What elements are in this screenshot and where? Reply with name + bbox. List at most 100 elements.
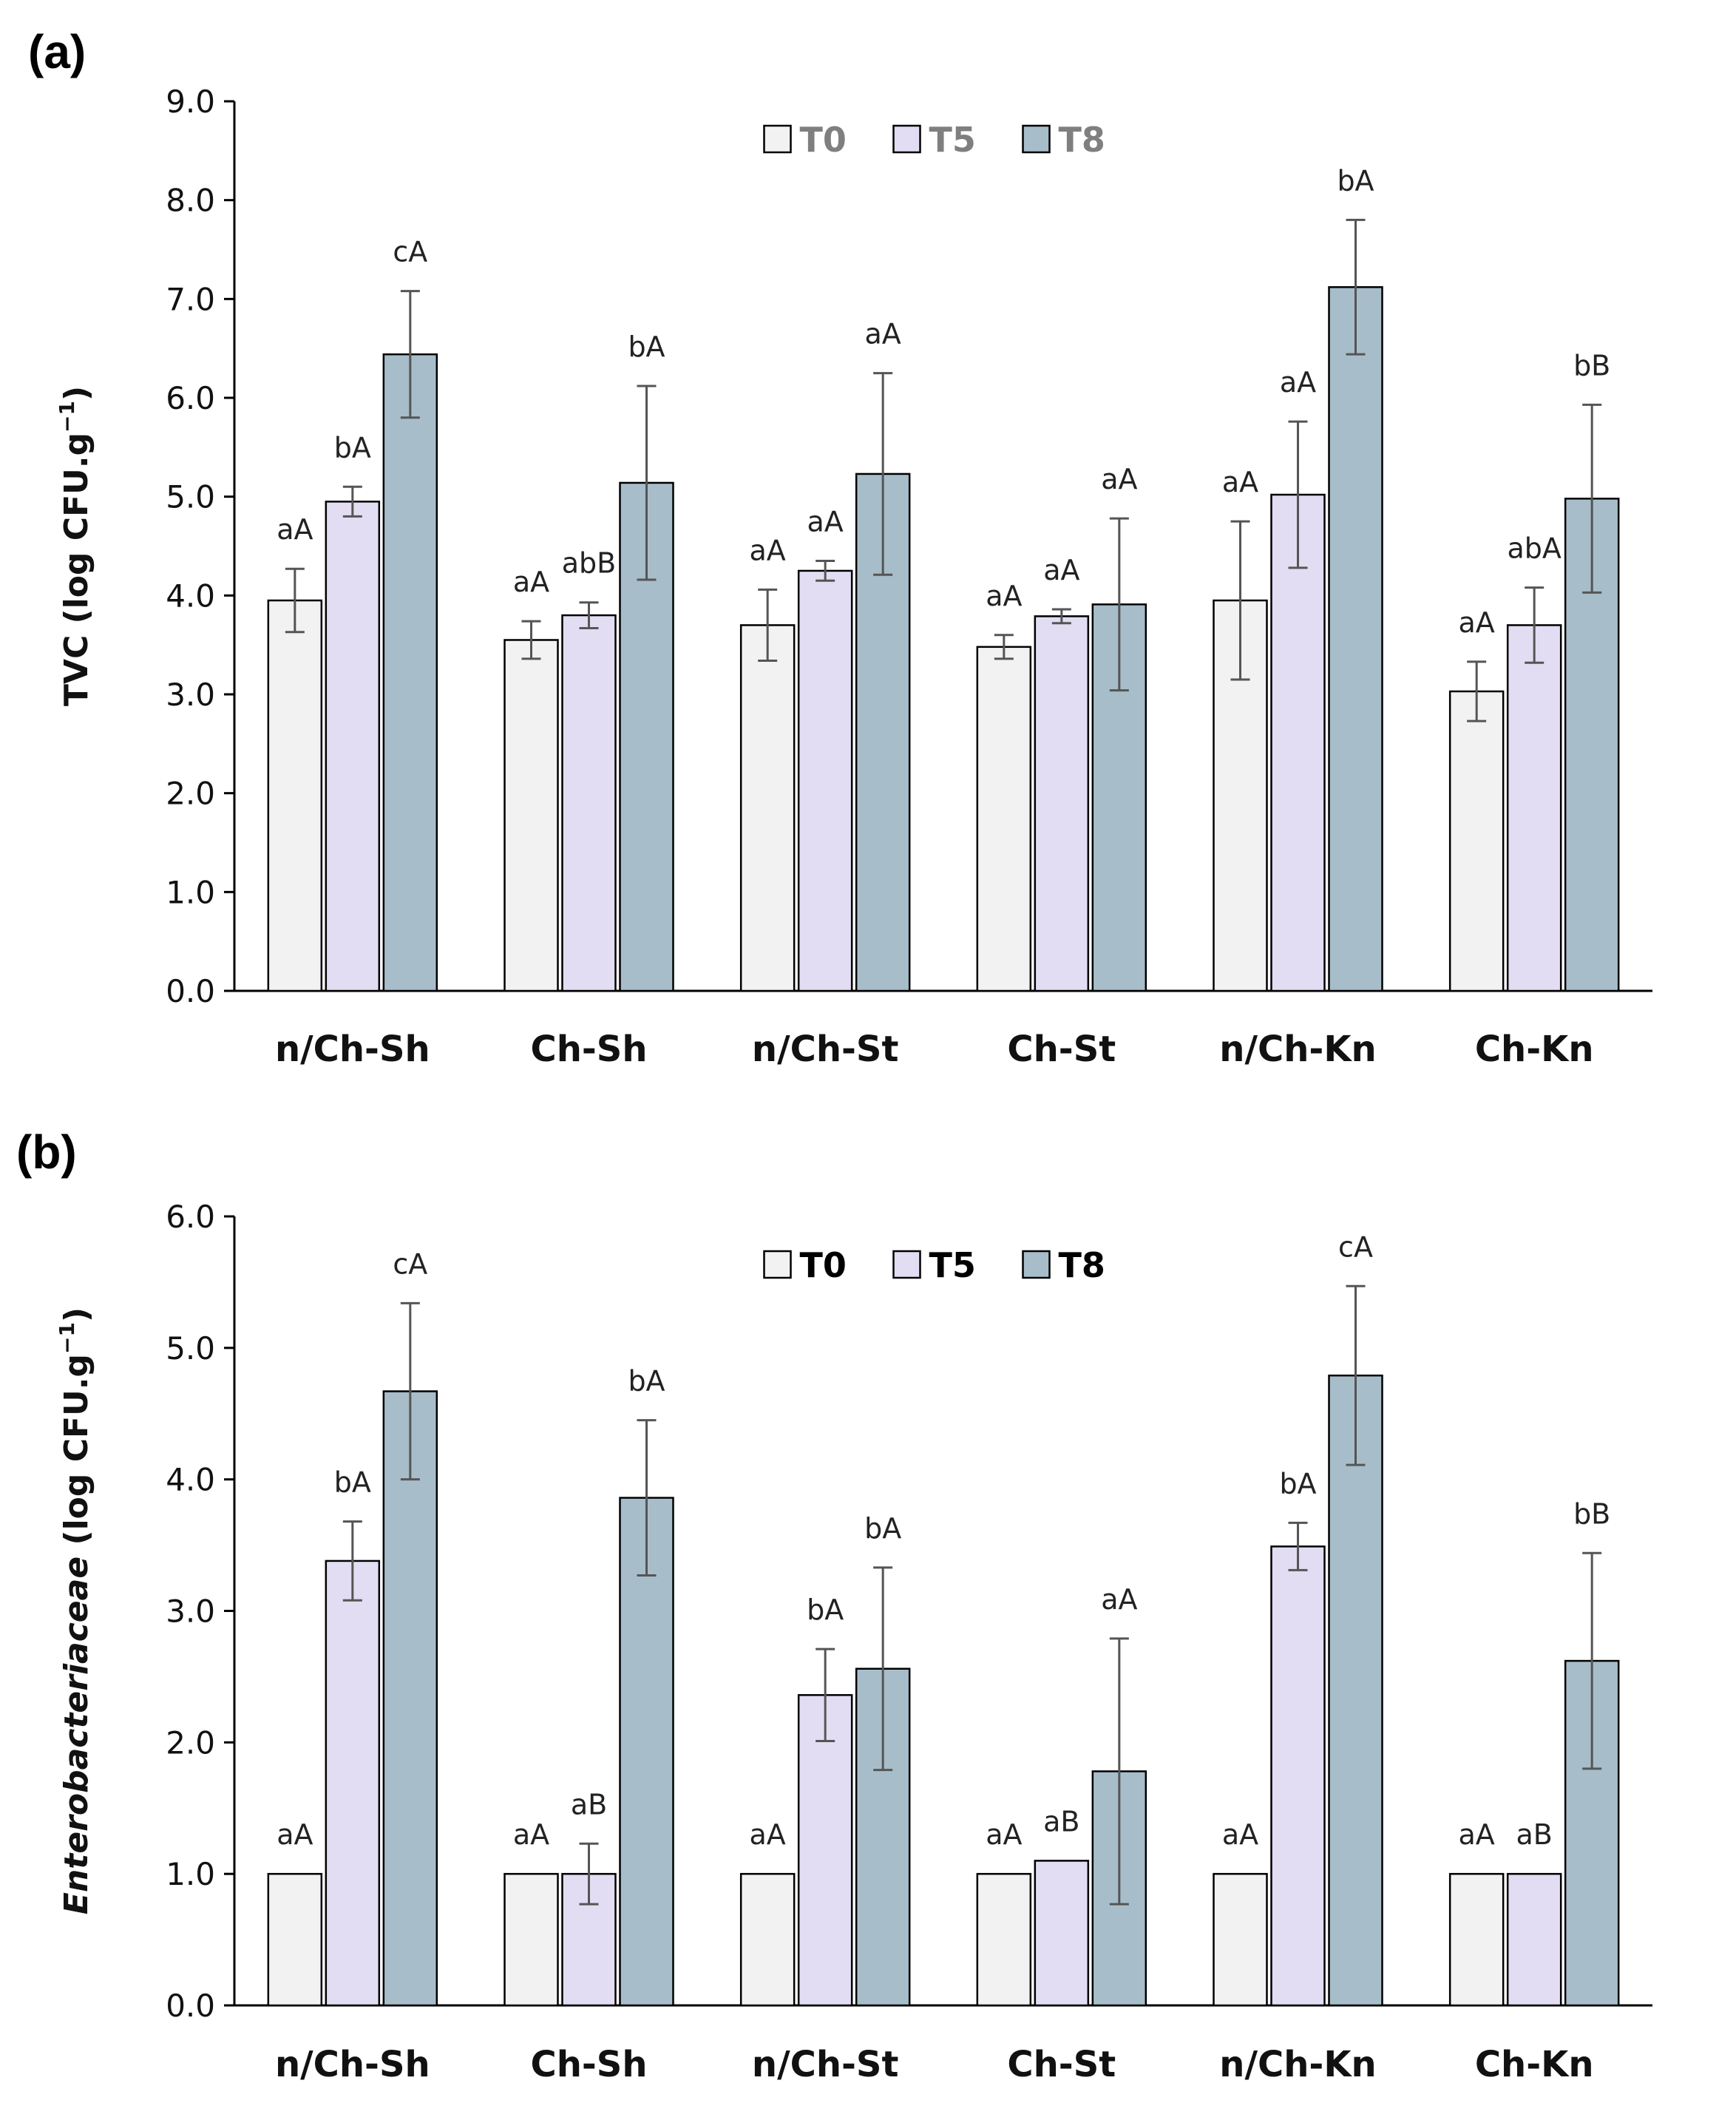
significance-label: aA (1222, 466, 1258, 498)
bar-t8 (855, 473, 911, 992)
chart-panel-b: (b) 0.0 1.0 2.0 3.0 4.0 5.0 6.0 Enterobacteriace… (16, 1125, 1652, 2085)
legend: T0 T5 T8 (763, 1245, 1105, 1285)
significance-label: aA (807, 506, 844, 538)
bar-t5 (797, 569, 853, 992)
legend-label-t8: T8 (1059, 120, 1105, 160)
y-tick-label: 2.0 (166, 776, 215, 812)
y-axis-label-main: TVC (log CFU.g (58, 433, 95, 706)
y-axis-label: Enterobacteriaceae (log CFU.g−1) (55, 1307, 95, 1914)
y-tick-label: 2.0 (166, 1724, 215, 1761)
significance-label: abA (1507, 532, 1561, 565)
significance-label: aA (986, 580, 1022, 612)
significance-label: bA (334, 1466, 371, 1499)
significance-label: aA (1222, 1818, 1258, 1851)
y-tick-label: 1.0 (166, 874, 215, 910)
x-category-label: Ch-St (1007, 1029, 1116, 1070)
y-tick-label: 6.0 (166, 1199, 215, 1235)
bar-t0 (503, 1872, 559, 2007)
legend-swatch-t5 (892, 124, 921, 154)
significance-label: bB (1573, 349, 1610, 382)
x-category-label: n/Ch-Sh (275, 1029, 430, 1070)
legend-swatch-t5 (892, 1250, 921, 1279)
x-category-label: Ch-Sh (530, 2044, 647, 2085)
y-axis-label-sup: −1 (55, 1322, 79, 1354)
bar-t5 (1034, 615, 1090, 992)
bar-t8 (619, 1497, 674, 2007)
x-category-label: Ch-St (1007, 2044, 1116, 2085)
legend-swatch-t8 (1022, 1250, 1051, 1279)
significance-label: bA (1337, 164, 1374, 197)
y-tick-label: 5.0 (166, 479, 215, 515)
bar-t0 (976, 646, 1032, 992)
legend-label-t5: T5 (929, 1245, 976, 1285)
significance-label: aA (277, 1818, 313, 1851)
significance-label: bA (628, 331, 665, 363)
significance-label: bA (1279, 1467, 1316, 1500)
significance-label: bA (864, 1512, 901, 1545)
significance-label: aA (865, 318, 901, 350)
y-tick-label: 4.0 (166, 578, 215, 614)
bar-t5 (1270, 1545, 1326, 2007)
significance-label: cA (393, 236, 427, 268)
significance-label: aA (1459, 606, 1495, 639)
bar-t5 (561, 614, 617, 992)
bar-t8 (1564, 1659, 1620, 2007)
y-tick-label: 5.0 (166, 1330, 215, 1367)
significance-label: aB (1516, 1818, 1552, 1851)
significance-label: bA (628, 1365, 665, 1398)
bar-t5 (1034, 1860, 1090, 2007)
bar-t8 (382, 1390, 438, 2007)
bar-t8 (1328, 1374, 1383, 2007)
y-axis-label: TVC (log CFU.g−1) (55, 386, 95, 706)
bar-t0 (739, 1872, 796, 2007)
legend-label-t8: T8 (1059, 1245, 1105, 1285)
bar-t0 (976, 1872, 1032, 2007)
y-tick-label: 9.0 (166, 84, 215, 120)
significance-label: bA (807, 1594, 844, 1626)
x-category-label: Ch-Sh (530, 1029, 647, 1070)
y-tick-label: 6.0 (166, 380, 215, 416)
y-tick-label: 7.0 (166, 281, 215, 317)
chart-panel-a: (a) 0.0 1.0 2.0 3.0 4.0 5.0 6.0 7.0 8.0 9.0 TVC (lo… (28, 25, 1652, 1070)
y-tick-label: 3.0 (166, 677, 215, 713)
bar-t0 (1448, 1872, 1505, 2007)
significance-label: aA (1459, 1818, 1495, 1851)
bar-t0 (739, 624, 796, 992)
y-tick-label: 0.0 (166, 973, 215, 1009)
y-tick-label: 0.0 (166, 1988, 215, 2024)
y-axis-label-sup: −1 (55, 401, 79, 433)
bar-t8 (1328, 286, 1383, 992)
legend-label-t0: T0 (800, 120, 847, 160)
x-category-label: n/Ch-Kn (1219, 2044, 1376, 2085)
significance-label: cA (1338, 1230, 1373, 1263)
bar-t5 (325, 501, 381, 992)
y-axis-label-main: Enterobacteriaceae (58, 1557, 95, 1914)
significance-label: aA (1101, 1583, 1137, 1616)
legend-swatch-t8 (1022, 124, 1051, 154)
x-category-label: n/Ch-St (752, 2044, 899, 2085)
bar-t0 (267, 1872, 323, 2007)
y-axis-label-tail: ) (58, 1307, 95, 1322)
legend-label-t5: T5 (929, 120, 976, 160)
legend: T0 T5 T8 (763, 120, 1105, 160)
significance-label: cA (393, 1247, 427, 1280)
x-category-label: n/Ch-Sh (275, 2044, 430, 2085)
x-category-label: Ch-Kn (1475, 1029, 1594, 1070)
bar-t0 (1448, 690, 1505, 992)
significance-label: aA (750, 534, 786, 566)
y-tick-label: 1.0 (166, 1856, 215, 1892)
bar-t5 (1270, 493, 1326, 992)
significance-label: aA (513, 1818, 549, 1851)
panel-label: (b) (16, 1125, 77, 1179)
x-category-label: n/Ch-St (752, 1029, 899, 1070)
bar-t8 (382, 353, 438, 992)
significance-label: bA (334, 431, 371, 464)
panel-label: (a) (28, 25, 86, 78)
legend-swatch-t0 (763, 1250, 792, 1279)
legend-swatch-t0 (763, 124, 792, 154)
y-tick-label: 4.0 (166, 1462, 215, 1498)
y-axis-label-unit: (log CFU.g (58, 1354, 95, 1557)
y-axis-label-tail: ) (58, 386, 95, 401)
